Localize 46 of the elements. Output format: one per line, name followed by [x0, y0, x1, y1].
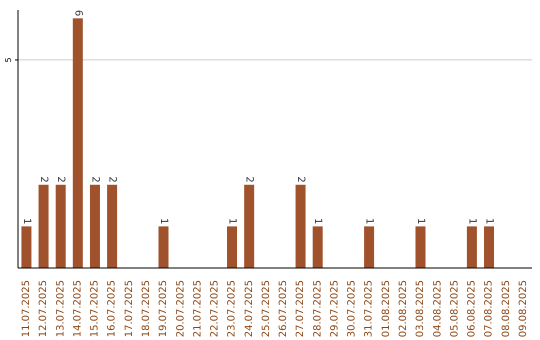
data-label: 1: [312, 218, 324, 224]
data-label: 2: [55, 176, 66, 183]
data-label: 6: [72, 10, 84, 16]
x-tick-label: 06.08.2025: [466, 280, 478, 338]
x-tick-label: 13.07.2025: [55, 280, 66, 338]
x-tick-label: 16.07.2025: [106, 280, 118, 338]
x-tick-label: 24.07.2025: [244, 280, 255, 338]
data-label: 1: [466, 218, 478, 224]
x-tick-label: 09.08.2025: [518, 280, 529, 338]
x-tick-label: 26.07.2025: [278, 280, 290, 338]
x-tick-label: 15.07.2025: [90, 280, 101, 338]
x-tick-label: 28.07.2025: [312, 280, 324, 338]
x-tick-label: 03.08.2025: [415, 280, 426, 338]
data-label: 2: [38, 176, 50, 183]
x-tick-label: 27.07.2025: [295, 280, 306, 338]
x-tick-label: 02.08.2025: [398, 280, 409, 338]
data-label: 1: [158, 218, 169, 224]
x-tick-label: 29.07.2025: [329, 280, 340, 338]
y-tick-label: 5: [4, 57, 13, 62]
data-label: 1: [484, 218, 495, 224]
x-tick-label: 21.07.2025: [192, 280, 204, 338]
x-tick-label: 05.08.2025: [449, 280, 460, 338]
x-tick-label: 12.07.2025: [38, 280, 50, 338]
data-label: 2: [106, 176, 118, 183]
x-tick-label: 14.07.2025: [72, 280, 84, 338]
data-label: 1: [364, 218, 375, 224]
x-tick-label: 17.07.2025: [124, 280, 135, 338]
x-tick-label: 30.07.2025: [346, 280, 358, 338]
x-tick-label: 08.08.2025: [500, 280, 512, 338]
data-label: 2: [89, 176, 100, 183]
data-label: 1: [20, 218, 32, 224]
x-tick-label: 22.07.2025: [210, 280, 221, 338]
data-label: 1: [226, 218, 238, 224]
x-tick-label: 01.08.2025: [380, 280, 392, 338]
x-tick-label: 25.07.2025: [260, 280, 272, 338]
x-tick-label: 11.07.2025: [21, 280, 32, 338]
data-label: 2: [295, 176, 306, 183]
x-tick-label: 07.08.2025: [484, 280, 495, 338]
x-tick-label: 19.07.2025: [158, 280, 170, 338]
x-tick-label: 23.07.2025: [226, 280, 238, 338]
x-tick-label: 31.07.2025: [364, 280, 375, 338]
x-tick-label: 20.07.2025: [175, 280, 186, 338]
data-label: 2: [244, 176, 255, 183]
data-label: 1: [414, 218, 426, 224]
x-tick-label: 04.08.2025: [432, 280, 444, 338]
x-tick-label: 18.07.2025: [141, 280, 152, 338]
